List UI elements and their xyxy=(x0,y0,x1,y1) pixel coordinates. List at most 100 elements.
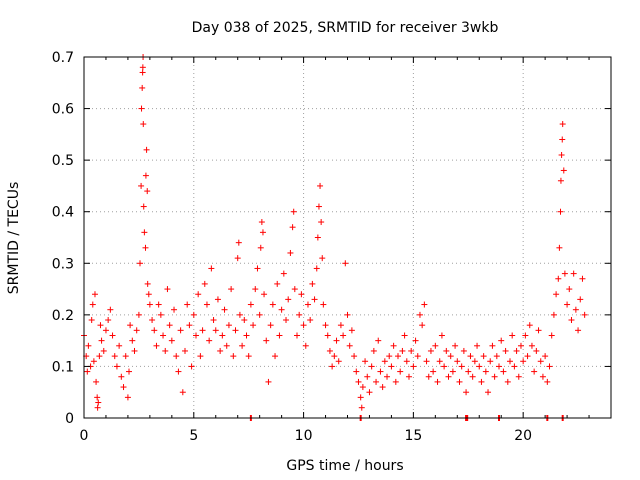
data-point xyxy=(504,378,511,385)
data-point xyxy=(153,342,160,349)
data-point xyxy=(460,347,467,354)
data-point xyxy=(346,342,353,349)
data-point xyxy=(368,363,375,370)
data-point xyxy=(241,317,248,324)
data-point xyxy=(432,342,439,349)
data-point xyxy=(326,347,333,354)
data-point xyxy=(500,368,507,375)
data-point xyxy=(263,337,270,344)
data-point xyxy=(269,301,276,308)
data-point xyxy=(425,373,432,380)
data-point xyxy=(342,260,349,267)
data-point xyxy=(348,327,355,334)
data-point xyxy=(375,337,382,344)
data-point xyxy=(329,363,336,370)
data-point xyxy=(410,363,417,370)
data-point xyxy=(555,275,562,282)
data-point xyxy=(139,84,146,91)
y-tick-labels: 0 0.1 0.2 0.3 0.4 0.5 0.6 0.7 xyxy=(52,50,74,427)
data-point xyxy=(546,363,553,370)
data-point xyxy=(441,363,448,370)
data-point xyxy=(243,332,250,339)
data-point xyxy=(298,291,305,298)
data-point xyxy=(359,384,366,391)
data-point xyxy=(94,404,101,411)
data-point xyxy=(498,337,505,344)
data-point xyxy=(252,286,259,293)
data-point xyxy=(388,363,395,370)
data-point xyxy=(537,358,544,365)
data-point xyxy=(476,363,483,370)
data-point xyxy=(140,203,147,210)
x-axis-label: GPS time / hours xyxy=(286,458,403,474)
data-point xyxy=(267,322,274,329)
data-point xyxy=(458,363,465,370)
y-axis-label: SRMTID / TECUs xyxy=(6,182,22,295)
data-point xyxy=(570,270,577,277)
data-point xyxy=(304,301,311,308)
data-point xyxy=(212,327,219,334)
data-point xyxy=(469,373,476,380)
data-point xyxy=(471,358,478,365)
data-point xyxy=(272,353,279,360)
data-point xyxy=(122,353,129,360)
data-point xyxy=(258,219,265,226)
data-point xyxy=(313,265,320,272)
data-point xyxy=(550,311,557,318)
data-point xyxy=(116,342,123,349)
data-point xyxy=(296,311,303,318)
y-tick-label: 0.3 xyxy=(52,256,74,272)
data-point xyxy=(88,317,95,324)
data-point xyxy=(322,322,329,329)
data-point xyxy=(577,296,584,303)
data-point xyxy=(351,353,358,360)
data-point xyxy=(434,378,441,385)
data-point xyxy=(419,322,426,329)
data-point xyxy=(467,353,474,360)
data-point xyxy=(315,203,322,210)
data-point xyxy=(190,311,197,318)
data-point xyxy=(533,347,540,354)
data-point xyxy=(379,384,386,391)
data-point xyxy=(377,368,384,375)
data-point xyxy=(201,280,208,287)
data-point xyxy=(443,347,450,354)
data-point xyxy=(127,322,134,329)
data-point xyxy=(93,378,100,385)
y-tick-label: 0.2 xyxy=(52,308,74,324)
data-point xyxy=(102,327,109,334)
data-point xyxy=(487,358,494,365)
data-point xyxy=(358,404,365,411)
data-point xyxy=(517,342,524,349)
data-point xyxy=(436,358,443,365)
data-point xyxy=(509,332,516,339)
data-points xyxy=(81,54,588,421)
data-point xyxy=(392,378,399,385)
data-point xyxy=(416,311,423,318)
data-point xyxy=(97,322,104,329)
data-point xyxy=(199,327,206,334)
data-point xyxy=(221,306,228,313)
data-point xyxy=(179,389,186,396)
data-point xyxy=(386,353,393,360)
x-tick-label: 0 xyxy=(80,428,89,444)
data-point xyxy=(430,368,437,375)
data-point xyxy=(353,368,360,375)
data-point xyxy=(485,389,492,396)
x-tick-label: 5 xyxy=(189,428,198,444)
data-point xyxy=(182,347,189,354)
y-tick-label: 0.7 xyxy=(52,50,74,66)
data-point xyxy=(208,265,215,272)
data-point xyxy=(235,239,242,246)
data-point xyxy=(138,105,145,112)
data-point xyxy=(384,373,391,380)
data-point xyxy=(335,358,342,365)
data-point xyxy=(276,332,283,339)
data-point xyxy=(408,347,415,354)
data-point xyxy=(278,306,285,313)
data-point xyxy=(232,327,239,334)
data-point xyxy=(572,306,579,313)
data-point xyxy=(155,301,162,308)
data-point xyxy=(98,337,105,344)
